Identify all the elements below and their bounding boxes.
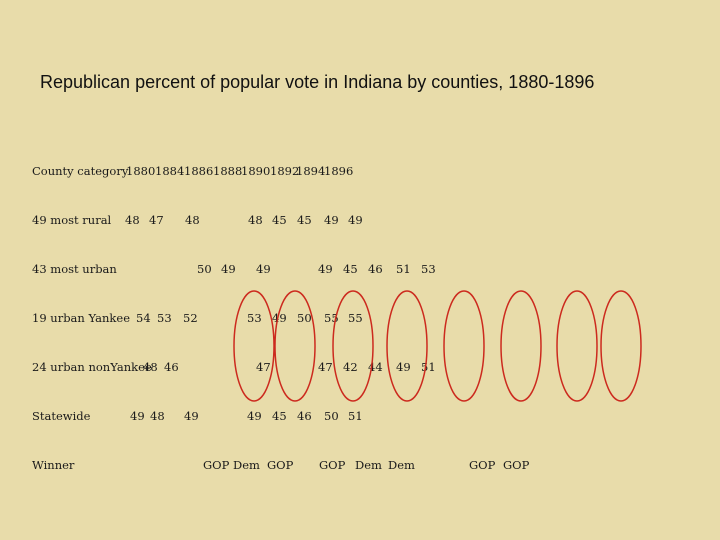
cell: 55 (348, 311, 363, 325)
winner-cell: GOP (319, 458, 346, 472)
header-year-1890: 1890 (241, 164, 271, 178)
cell: 42 (343, 360, 358, 374)
cell: 54 (136, 311, 151, 325)
cell: 45 (272, 213, 287, 227)
cell: 53 (157, 311, 172, 325)
cell: 47 (256, 360, 271, 374)
winner-cell: GOP (469, 458, 496, 472)
cell: 48 (143, 360, 158, 374)
row-label-winner: Winner (32, 458, 75, 472)
red-oval-annotation (500, 290, 542, 402)
cell: 49 (256, 262, 271, 276)
cell: 47 (318, 360, 333, 374)
red-oval-annotation (233, 290, 275, 402)
cell: 49 (130, 409, 145, 423)
row-label-statewide: Statewide (32, 409, 91, 423)
header-year-1880: 1880 (126, 164, 156, 178)
cell: 52 (183, 311, 198, 325)
cell: 51 (396, 262, 411, 276)
header-year-1892: 1892 (270, 164, 300, 178)
winner-cell: GOP (267, 458, 294, 472)
header-year-1886: 1886 (184, 164, 214, 178)
cell: 48 (185, 213, 200, 227)
cell: 53 (421, 262, 436, 276)
header-year-1884: 1884 (155, 164, 185, 178)
cell: 49 (396, 360, 411, 374)
row-label-most-urban: 43 most urban (32, 262, 117, 276)
cell: 50 (324, 409, 339, 423)
red-oval-annotation (600, 290, 642, 402)
winner-cell: Dem (233, 458, 260, 472)
cell: 46 (368, 262, 383, 276)
cell: 55 (324, 311, 339, 325)
cell: 47 (149, 213, 164, 227)
red-oval-annotation (332, 290, 374, 402)
cell: 50 (197, 262, 212, 276)
cell: 48 (248, 213, 263, 227)
cell: 53 (247, 311, 262, 325)
cell: 49 (272, 311, 287, 325)
cell: 49 (184, 409, 199, 423)
header-year-1896: 1896 (324, 164, 354, 178)
slide-title: Republican percent of popular vote in In… (40, 72, 595, 92)
cell: 45 (343, 262, 358, 276)
winner-cell: GOP (203, 458, 230, 472)
cell: 49 (348, 213, 363, 227)
cell: 45 (297, 213, 312, 227)
red-oval-annotation (443, 290, 485, 402)
winner-cell: Dem (355, 458, 382, 472)
cell: 49 (221, 262, 236, 276)
cell: 45 (272, 409, 287, 423)
cell: 46 (164, 360, 179, 374)
red-oval-annotation (274, 290, 316, 402)
cell: 46 (297, 409, 312, 423)
cell: 51 (421, 360, 436, 374)
header-year-1888: 1888 (213, 164, 243, 178)
winner-cell: Dem (388, 458, 415, 472)
cell: 49 (324, 213, 339, 227)
cell: 44 (368, 360, 383, 374)
header-label: County category (32, 164, 129, 178)
cell: 48 (150, 409, 165, 423)
header-year-1894: 1894 (296, 164, 326, 178)
cell: 49 (318, 262, 333, 276)
winner-cell: GOP (503, 458, 530, 472)
cell: 50 (297, 311, 312, 325)
red-oval-annotation (386, 290, 428, 402)
cell: 51 (348, 409, 363, 423)
row-label-urban-yankee: 19 urban Yankee (32, 311, 131, 325)
row-label-urban-nonyankee: 24 urban nonYankee (32, 360, 152, 374)
cell: 48 (125, 213, 140, 227)
red-oval-annotation (556, 290, 598, 402)
cell: 49 (247, 409, 262, 423)
row-label-most-rural: 49 most rural (32, 213, 112, 227)
